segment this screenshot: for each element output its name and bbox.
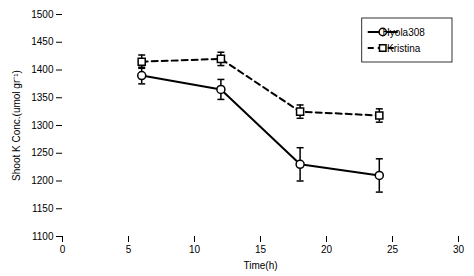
svg-text:20: 20: [321, 244, 333, 255]
svg-text:Time(h): Time(h): [243, 260, 277, 271]
svg-text:1400: 1400: [31, 64, 54, 75]
svg-text:1300: 1300: [31, 120, 54, 131]
svg-text:30: 30: [453, 244, 465, 255]
svg-text:1100: 1100: [32, 231, 54, 242]
svg-text:Shoot K Conc.(umol gr⁻¹): Shoot K Conc.(umol gr⁻¹): [11, 70, 22, 181]
svg-text:10: 10: [189, 244, 201, 255]
svg-text:0: 0: [60, 244, 66, 255]
svg-text:Hyola308: Hyola308: [383, 27, 426, 38]
svg-text:1200: 1200: [31, 175, 54, 186]
svg-text:Kristina: Kristina: [387, 43, 421, 54]
svg-text:1150: 1150: [32, 203, 54, 214]
svg-text:15: 15: [255, 244, 267, 255]
svg-text:1450: 1450: [31, 36, 54, 47]
svg-text:1500: 1500: [31, 9, 54, 20]
svg-text:1350: 1350: [31, 92, 54, 103]
svg-text:5: 5: [126, 244, 132, 255]
svg-text:25: 25: [387, 244, 399, 255]
svg-text:1250: 1250: [31, 147, 54, 158]
